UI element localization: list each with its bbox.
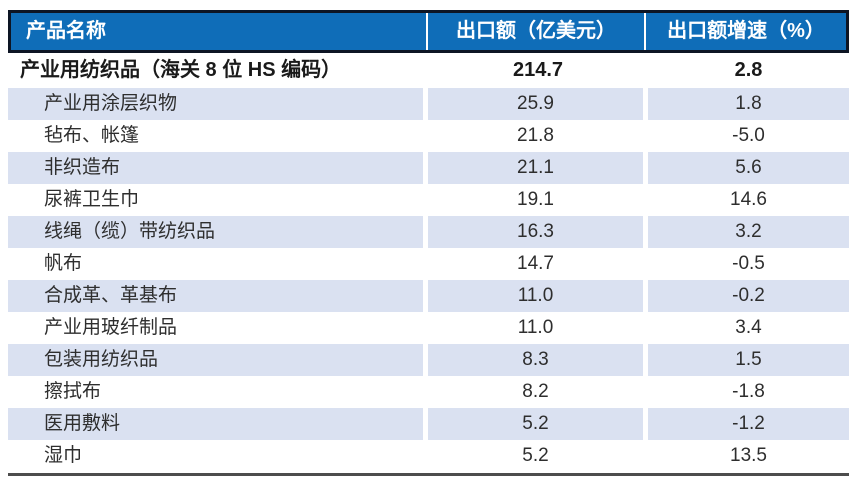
product-name-cell: 包装用纺织品 [8,344,428,376]
table-row: 线绳（缆）带纺织品 16.3 3.2 [8,216,849,248]
table-total-row: 产业用纺织品（海关 8 位 HS 编码） 214.7 2.8 [8,53,849,88]
export-value-cell: 25.9 [428,88,648,120]
product-name-cell: 帆布 [8,248,428,280]
product-name-cell: 非织造布 [8,152,428,184]
table-row: 包装用纺织品 8.3 1.5 [8,344,849,376]
product-name-cell: 毡布、帐篷 [8,120,428,152]
total-growth-cell: 2.8 [734,59,763,81]
total-name-cell: 产业用纺织品（海关 8 位 HS 编码） [20,59,342,81]
export-value-cell: 8.2 [428,376,648,408]
table-header-row: 产品名称 出口额（亿美元） 出口额增速（%） [8,10,849,53]
growth-cell: -5.0 [648,120,849,152]
table-row: 擦拭布 8.2 -1.8 [8,376,849,408]
table-row: 医用敷料 5.2 -1.2 [8,408,849,440]
product-name-cell: 湿巾 [8,440,428,472]
table-bottom-border [8,473,849,476]
growth-cell: -0.5 [648,248,849,280]
growth-cell: 3.2 [648,216,849,248]
header-export-value: 出口额（亿美元） [428,13,646,50]
growth-cell: 1.5 [648,344,849,376]
growth-cell: 5.6 [648,152,849,184]
export-value-cell: 16.3 [428,216,648,248]
growth-cell: 13.5 [648,440,849,472]
header-product-name: 产品名称 [11,13,428,50]
export-value-cell: 14.7 [428,248,648,280]
export-value-cell: 19.1 [428,184,648,216]
table-row: 产业用涂层织物 25.9 1.8 [8,88,849,120]
table-row: 产业用玻纤制品 11.0 3.4 [8,312,849,344]
product-name-cell: 产业用玻纤制品 [8,312,428,344]
growth-cell: 1.8 [648,88,849,120]
export-value-cell: 11.0 [428,312,648,344]
growth-cell: -0.2 [648,280,849,312]
total-export-value-cell: 214.7 [512,59,564,81]
table-row: 合成革、革基布 11.0 -0.2 [8,280,849,312]
growth-cell: -1.8 [648,376,849,408]
export-value-cell: 11.0 [428,280,648,312]
export-value-cell: 5.2 [428,408,648,440]
export-products-table: 产品名称 出口额（亿美元） 出口额增速（%） 产业用纺织品（海关 8 位 HS … [8,10,849,476]
product-name-cell: 医用敷料 [8,408,428,440]
product-name-cell: 尿裤卫生巾 [8,184,428,216]
table-row: 湿巾 5.2 13.5 [8,440,849,472]
table-body: 产业用涂层织物 25.9 1.8 毡布、帐篷 21.8 -5.0 非织造布 21… [8,88,849,472]
export-value-cell: 5.2 [428,440,648,472]
product-name-cell: 合成革、革基布 [8,280,428,312]
table-row: 毡布、帐篷 21.8 -5.0 [8,120,849,152]
export-value-cell: 21.1 [428,152,648,184]
export-value-cell: 8.3 [428,344,648,376]
product-name-cell: 线绳（缆）带纺织品 [8,216,428,248]
table-row: 尿裤卫生巾 19.1 14.6 [8,184,849,216]
growth-cell: -1.2 [648,408,849,440]
growth-cell: 14.6 [648,184,849,216]
product-name-cell: 擦拭布 [8,376,428,408]
export-value-cell: 21.8 [428,120,648,152]
growth-cell: 3.4 [648,312,849,344]
product-name-cell: 产业用涂层织物 [8,88,428,120]
table-row: 非织造布 21.1 5.6 [8,152,849,184]
header-export-growth: 出口额增速（%） [667,20,825,42]
table-row: 帆布 14.7 -0.5 [8,248,849,280]
